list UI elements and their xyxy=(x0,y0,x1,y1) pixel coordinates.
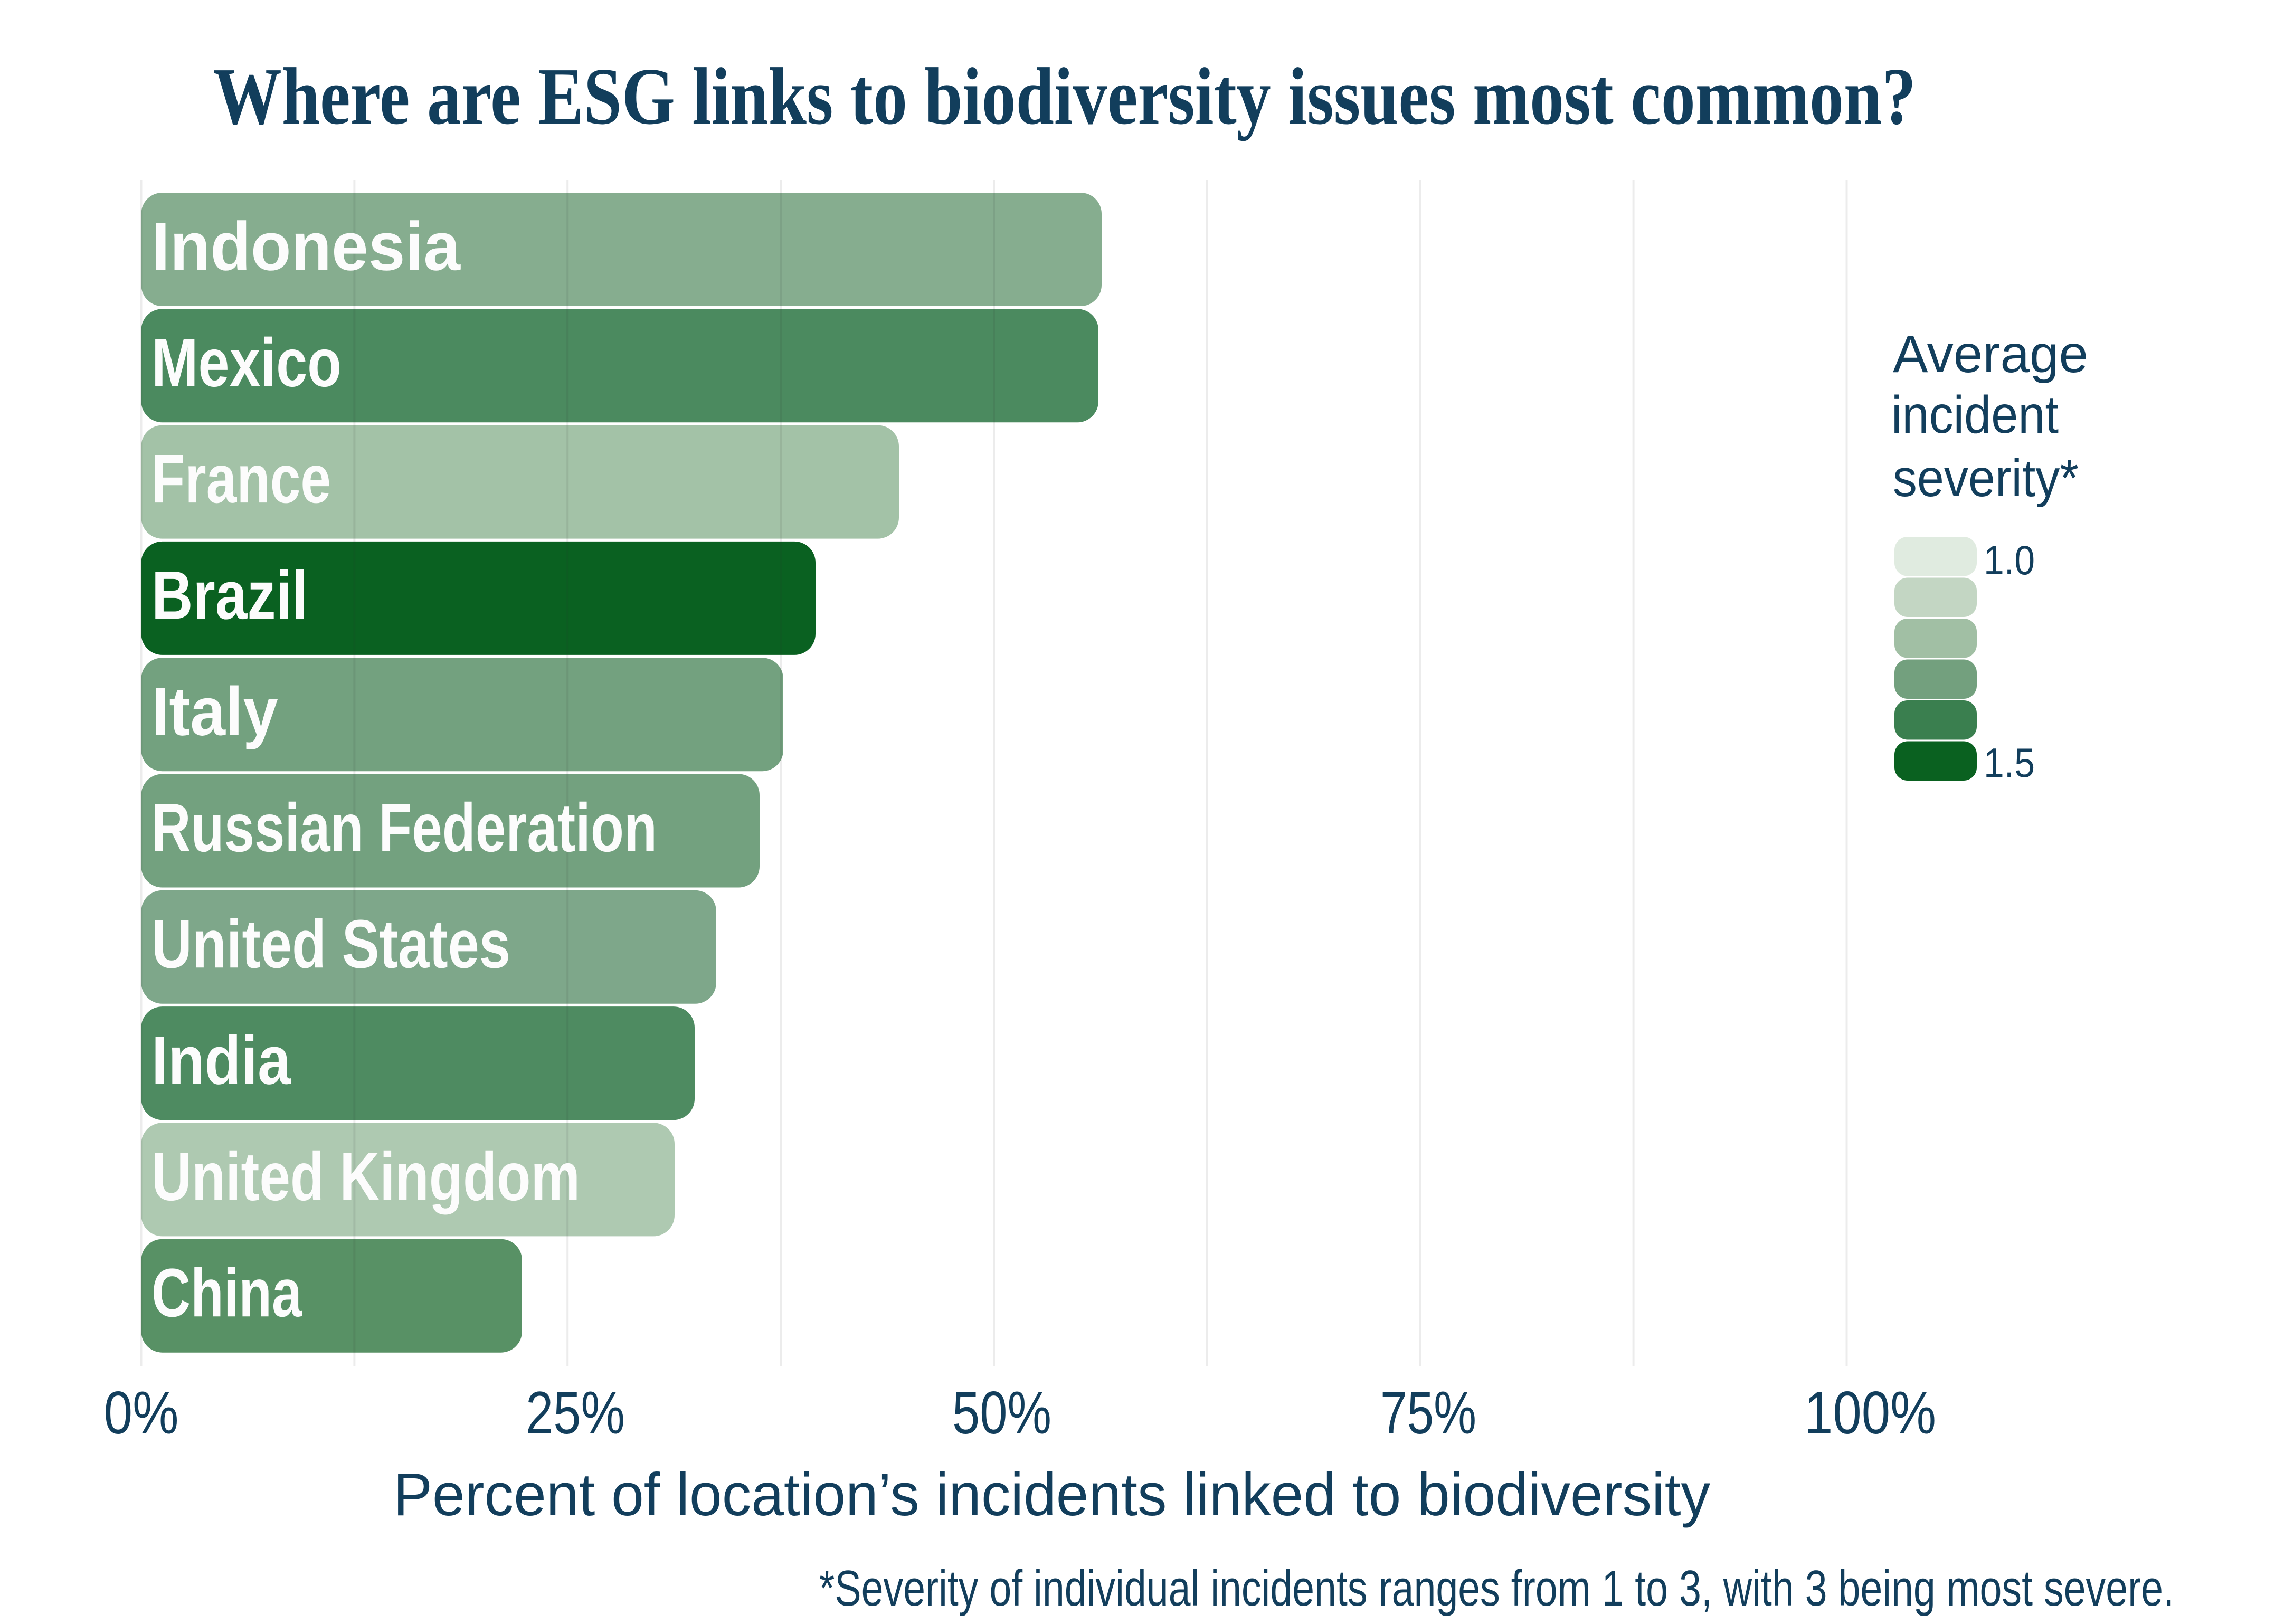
svg-text:India: India xyxy=(151,1022,291,1099)
svg-text:Where are ESG links to biodive: Where are ESG links to biodiversity issu… xyxy=(213,52,1916,141)
svg-text:*Severity of individual incide: *Severity of individual incidents ranges… xyxy=(819,1560,2174,1617)
svg-text:1.5: 1.5 xyxy=(1984,739,2035,786)
svg-text:Italy: Italy xyxy=(151,673,278,750)
svg-text:25%: 25% xyxy=(526,1380,625,1447)
svg-text:50%: 50% xyxy=(952,1380,1051,1447)
svg-text:Indonesia: Indonesia xyxy=(151,208,461,285)
svg-text:China: China xyxy=(151,1254,302,1331)
svg-text:United Kingdom: United Kingdom xyxy=(151,1138,580,1215)
svg-text:incident: incident xyxy=(1891,385,2059,444)
svg-text:United States: United States xyxy=(151,905,510,982)
svg-text:75%: 75% xyxy=(1380,1380,1476,1447)
svg-text:100%: 100% xyxy=(1804,1380,1936,1447)
svg-text:0%: 0% xyxy=(104,1380,179,1447)
svg-text:Mexico: Mexico xyxy=(151,324,342,401)
svg-text:Percent of location’s incident: Percent of location’s incidents linked t… xyxy=(393,1461,1710,1528)
svg-text:severity*: severity* xyxy=(1893,449,2079,508)
svg-text:1.0: 1.0 xyxy=(1984,537,2035,583)
svg-text:Russian Federation: Russian Federation xyxy=(151,789,657,866)
svg-text:France: France xyxy=(151,440,331,517)
svg-text:Brazil: Brazil xyxy=(151,556,308,633)
svg-text:Average: Average xyxy=(1893,325,2088,384)
